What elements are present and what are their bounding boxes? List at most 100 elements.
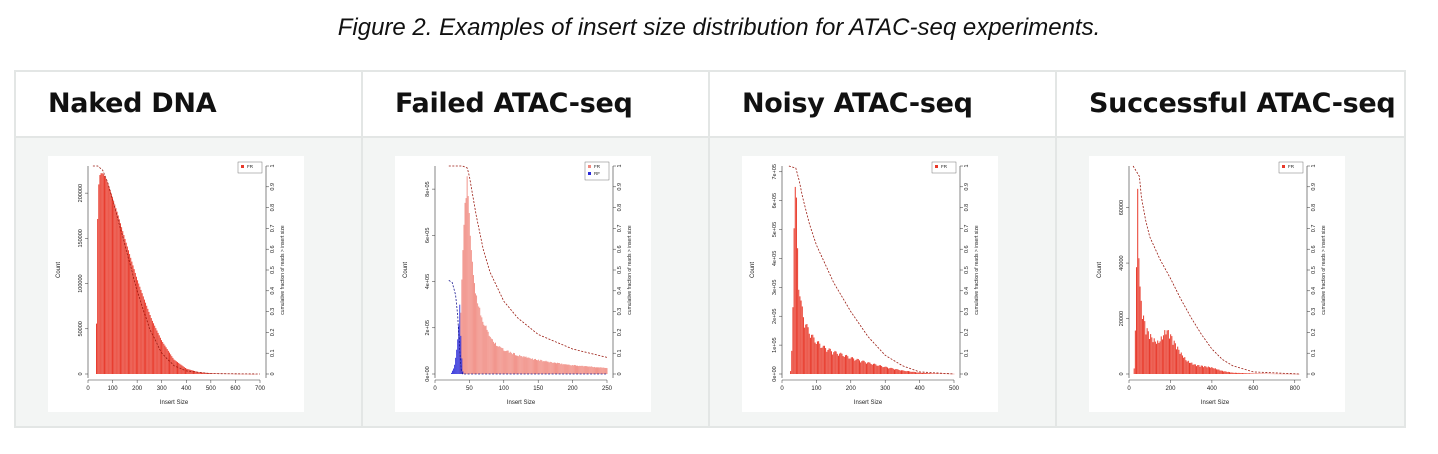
bar bbox=[876, 365, 878, 374]
bar bbox=[917, 372, 919, 374]
bar bbox=[164, 345, 166, 374]
bar bbox=[899, 370, 901, 374]
y2-tick-label: 0.5 bbox=[270, 266, 276, 274]
x-tick-label: 400 bbox=[181, 386, 192, 392]
series-fr bbox=[96, 173, 256, 375]
y2-tick-label: 0 bbox=[964, 372, 970, 375]
bar bbox=[1216, 369, 1218, 374]
bar bbox=[109, 190, 111, 374]
bar bbox=[177, 362, 178, 374]
bar bbox=[582, 365, 584, 374]
bar bbox=[812, 334, 814, 374]
bar bbox=[1140, 300, 1142, 374]
bar bbox=[882, 367, 884, 374]
bar bbox=[1171, 336, 1173, 374]
bar bbox=[466, 176, 468, 374]
bar bbox=[1193, 364, 1195, 374]
bar bbox=[548, 362, 550, 374]
bar bbox=[839, 353, 841, 374]
bar bbox=[1185, 360, 1187, 374]
y2-tick-label: 0.5 bbox=[617, 266, 623, 274]
bar bbox=[200, 372, 202, 374]
bar bbox=[132, 265, 134, 374]
y2-tick-label: 0.1 bbox=[1311, 349, 1317, 357]
x-tick-label: 200 bbox=[846, 386, 857, 392]
bar bbox=[596, 367, 597, 374]
bar bbox=[154, 325, 156, 374]
bar bbox=[1234, 372, 1236, 374]
panel-header: Successful ATAC-seq bbox=[1057, 72, 1404, 138]
y-tick-label: 100000 bbox=[78, 274, 84, 292]
x-tick-label: 0 bbox=[780, 386, 784, 392]
bar bbox=[481, 317, 483, 374]
bar bbox=[121, 227, 123, 374]
bar bbox=[856, 358, 858, 374]
bar bbox=[478, 306, 480, 374]
bar bbox=[861, 361, 863, 374]
bar bbox=[97, 218, 99, 374]
panel-noisy-atac: Noisy ATAC-seq 0 100 200 300 400 500 Insert Si… bbox=[710, 72, 1057, 426]
bar bbox=[163, 343, 165, 374]
bar bbox=[1224, 371, 1226, 374]
bar bbox=[107, 183, 109, 374]
bar bbox=[902, 370, 904, 374]
series-rf bbox=[451, 304, 464, 374]
bar bbox=[530, 358, 532, 374]
bar bbox=[809, 337, 811, 374]
bar bbox=[118, 219, 120, 374]
bar bbox=[453, 368, 455, 374]
bar bbox=[1211, 367, 1213, 374]
bar bbox=[600, 367, 602, 374]
bar bbox=[550, 362, 552, 374]
bar bbox=[208, 373, 210, 374]
bar bbox=[1157, 340, 1159, 374]
bar bbox=[460, 335, 462, 374]
bar bbox=[180, 364, 182, 374]
y2-tick-label: 0.7 bbox=[964, 225, 970, 233]
bar bbox=[138, 283, 140, 374]
bar bbox=[517, 355, 519, 374]
bar bbox=[526, 357, 528, 374]
bar bbox=[1225, 371, 1227, 374]
panel-header: Noisy ATAC-seq bbox=[710, 72, 1055, 138]
bar bbox=[153, 323, 155, 374]
bar bbox=[462, 371, 464, 374]
bar bbox=[511, 354, 513, 374]
bar bbox=[474, 283, 475, 374]
bar bbox=[875, 364, 877, 374]
bar bbox=[129, 254, 131, 374]
bar bbox=[557, 362, 559, 374]
bar bbox=[934, 373, 936, 374]
bar bbox=[564, 364, 566, 374]
bar bbox=[1160, 336, 1162, 374]
insert-size-chart: 0 100 200 300 400 500 600 700 Insert Size 0 50000 1… bbox=[56, 161, 286, 406]
bar bbox=[1143, 315, 1145, 374]
bar bbox=[543, 360, 545, 374]
bar bbox=[106, 180, 108, 374]
bar bbox=[123, 235, 125, 374]
bar bbox=[928, 373, 930, 374]
bar bbox=[889, 368, 891, 374]
bar bbox=[579, 365, 581, 374]
bar bbox=[484, 326, 486, 374]
bar bbox=[540, 359, 542, 374]
bar bbox=[468, 213, 470, 374]
bar bbox=[134, 272, 136, 374]
legend-box bbox=[1278, 161, 1304, 174]
bar bbox=[895, 369, 897, 374]
bar bbox=[1186, 361, 1188, 374]
bar bbox=[512, 352, 514, 374]
bar bbox=[926, 373, 928, 374]
bar bbox=[515, 355, 516, 374]
x-axis-label: Insert Size bbox=[854, 400, 883, 406]
bar bbox=[119, 223, 121, 374]
bar bbox=[139, 286, 141, 374]
bar bbox=[212, 373, 214, 374]
y2-tick-label: 1 bbox=[1311, 164, 1317, 167]
bar bbox=[117, 215, 119, 374]
bar bbox=[863, 360, 865, 374]
panel-title: Noisy ATAC-seq bbox=[742, 88, 973, 119]
bar bbox=[490, 338, 492, 374]
bar bbox=[1138, 258, 1140, 374]
bar bbox=[800, 300, 802, 374]
